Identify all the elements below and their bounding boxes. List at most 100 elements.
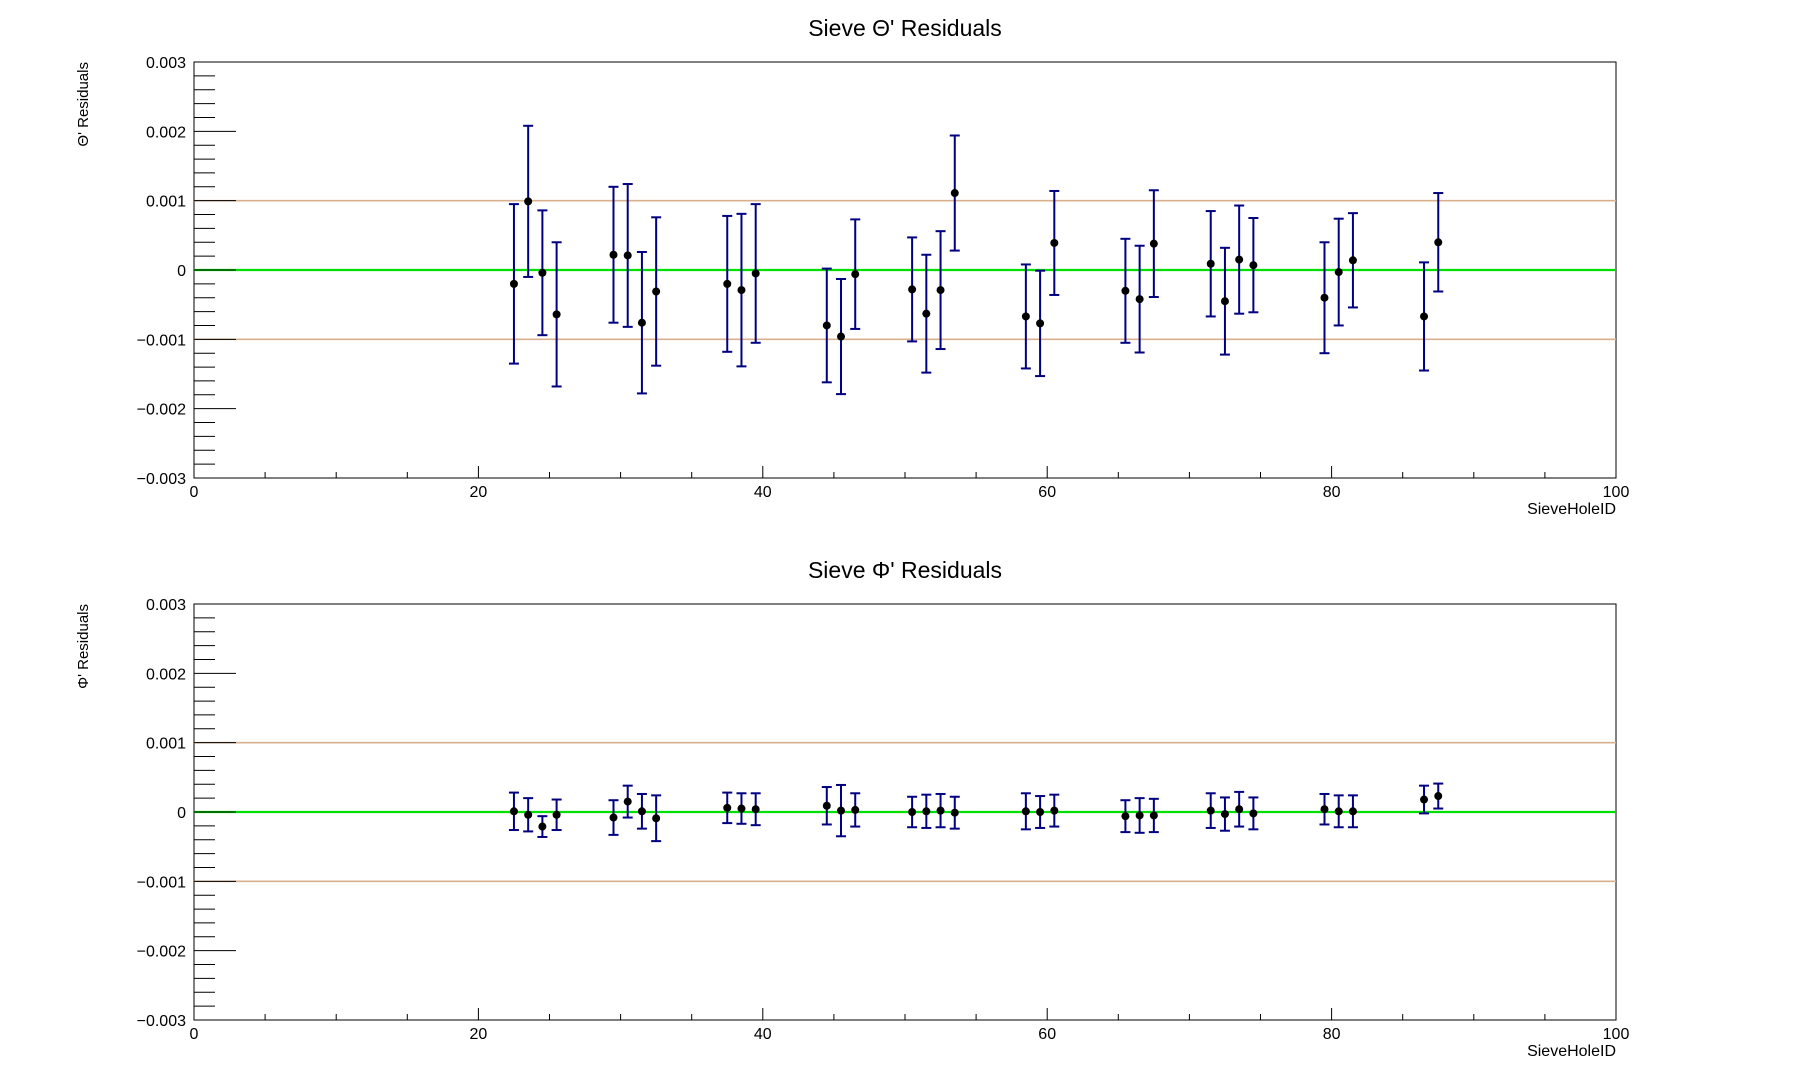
data-marker (751, 805, 760, 814)
data-marker (1220, 810, 1229, 819)
y-tick-label: 0 (177, 805, 186, 822)
data-point (1035, 269, 1046, 378)
data-marker (1249, 261, 1258, 270)
data-marker (1249, 809, 1258, 818)
data-marker (908, 285, 917, 294)
data-marker (723, 279, 732, 288)
data-point (836, 783, 847, 838)
data-marker (1235, 805, 1244, 814)
x-tick-label: 100 (1603, 484, 1630, 501)
data-point (750, 203, 761, 344)
data-marker (1206, 259, 1215, 268)
data-point (551, 241, 562, 388)
x-tick-label: 20 (470, 484, 488, 501)
x-tick-label: 60 (1038, 1026, 1056, 1043)
data-point (722, 791, 733, 825)
data-marker (837, 806, 846, 815)
data-point (508, 203, 519, 365)
data-marker (1149, 239, 1158, 248)
data-point (1234, 204, 1245, 315)
x-tick-label: 0 (190, 1026, 199, 1043)
y-tick-label: 0.001 (146, 736, 186, 753)
data-marker (1334, 807, 1343, 816)
data-marker (609, 813, 618, 822)
data-marker (538, 268, 547, 277)
data-point (907, 236, 918, 343)
data-point (1419, 784, 1430, 815)
data-marker (1050, 806, 1059, 815)
x-tick-label: 60 (1038, 484, 1056, 501)
data-point (608, 185, 619, 324)
data-marker (1434, 792, 1443, 801)
chart-title: Sieve Φ' Residuals (808, 557, 1002, 583)
data-point (1148, 797, 1159, 834)
data-point (1120, 799, 1131, 834)
data-marker (950, 808, 959, 817)
data-point (821, 786, 832, 826)
data-marker (637, 318, 646, 327)
data-marker (936, 286, 945, 295)
data-marker (1420, 312, 1429, 321)
data-marker (509, 279, 518, 288)
data-point (850, 792, 861, 828)
y-tick-label: 0.003 (146, 55, 186, 72)
data-point (622, 183, 633, 328)
data-point (1248, 217, 1259, 314)
data-marker (1036, 319, 1045, 328)
data-marker (922, 309, 931, 318)
data-marker (1348, 807, 1357, 816)
data-marker (1320, 805, 1329, 814)
data-point (1148, 189, 1159, 299)
y-tick-label: −0.001 (137, 874, 186, 891)
data-marker (922, 807, 931, 816)
data-marker (1121, 286, 1130, 295)
data-point (949, 134, 960, 252)
data-marker (1021, 312, 1030, 321)
data-point (1020, 263, 1031, 370)
data-point (537, 815, 548, 838)
data-marker (637, 807, 646, 816)
y-tick-label: 0 (177, 263, 186, 280)
data-marker (509, 807, 518, 816)
data-point (907, 795, 918, 829)
data-marker (552, 310, 561, 319)
data-marker (524, 810, 533, 819)
data-point (1248, 796, 1259, 831)
data-marker (552, 810, 561, 819)
data-point (523, 797, 534, 833)
y-tick-label: −0.003 (137, 1013, 186, 1030)
data-point (1419, 261, 1430, 372)
theta-residuals-panel: Sieve Θ' Residuals Θ' Residuals SieveHol… (75, 15, 1629, 518)
data-marker (609, 250, 618, 259)
data-marker (908, 808, 917, 816)
data-marker (1220, 297, 1229, 306)
data-point (935, 792, 946, 829)
y-tick-label: 0.003 (146, 597, 186, 614)
data-marker (1235, 255, 1244, 264)
data-point (1219, 246, 1230, 356)
data-marker (950, 189, 959, 198)
data-marker (822, 321, 831, 330)
data-point (622, 784, 633, 819)
data-marker (1206, 806, 1215, 815)
data-marker (1420, 795, 1429, 804)
x-tick-label: 40 (754, 1026, 772, 1043)
data-point (921, 793, 932, 829)
x-axis-label: SieveHoleID (1527, 501, 1616, 518)
x-tick-label: 40 (754, 484, 772, 501)
data-marker (1149, 811, 1158, 820)
data-marker (1121, 812, 1130, 821)
y-tick-label: −0.002 (137, 944, 186, 961)
x-axis-label: SieveHoleID (1527, 1043, 1616, 1060)
data-point (1234, 790, 1245, 828)
data-point (850, 218, 861, 330)
x-tick-label: 100 (1603, 1026, 1630, 1043)
data-point (1205, 210, 1216, 318)
data-point (1020, 792, 1031, 831)
y-tick-label: −0.002 (137, 402, 186, 419)
y-tick-label: 0.002 (146, 124, 186, 141)
y-tick-label: 0.001 (146, 194, 186, 211)
phi-residuals-panel: Sieve Φ' Residuals Φ' Residuals SieveHol… (75, 557, 1629, 1060)
data-point (1319, 792, 1330, 826)
y-axis-label: Θ' Residuals (75, 62, 92, 147)
